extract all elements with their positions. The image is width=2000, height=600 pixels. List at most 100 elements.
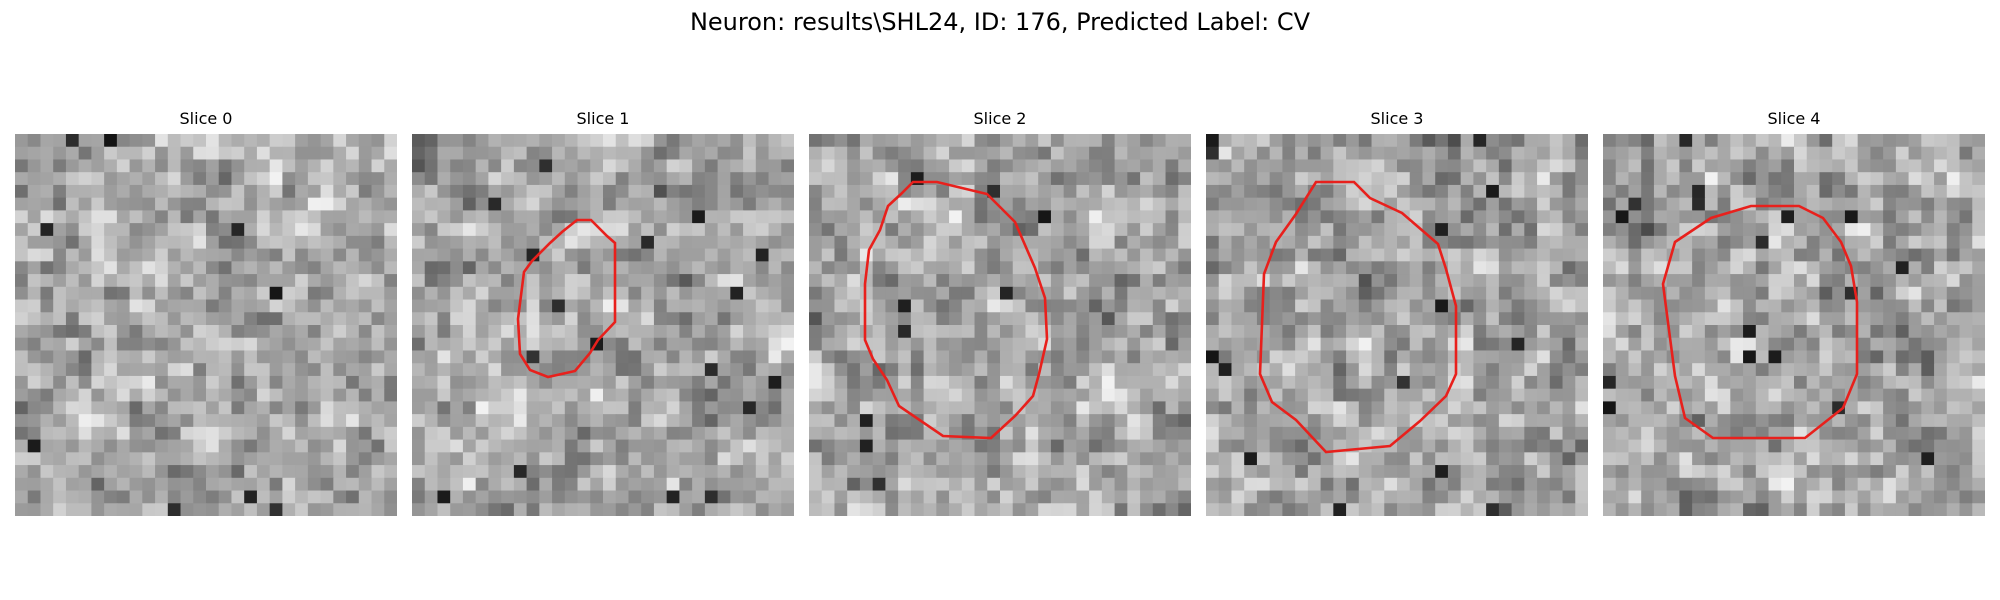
pixel-cell (307, 477, 322, 492)
pixel-cell (1409, 414, 1424, 428)
pixel-cell (1127, 223, 1141, 237)
pixel-cell (155, 388, 169, 402)
pixel-cell (872, 197, 886, 211)
pixel-cell (1397, 172, 1411, 186)
pixel-cell (206, 503, 220, 516)
pixel-cell (1460, 134, 1474, 148)
pixel-cell (1076, 159, 1090, 173)
pixel-cell (1704, 134, 1719, 148)
pixel-cell (307, 426, 322, 441)
pixel-cell (1206, 134, 1220, 148)
pixel-cell (1781, 375, 1795, 390)
pixel-cell (27, 223, 42, 237)
pixel-cell (1883, 210, 1897, 224)
pixel-cell (923, 490, 937, 504)
pixel-cell (641, 248, 655, 262)
pixel-cell (1946, 350, 1961, 364)
pixel-cell (1244, 452, 1258, 466)
pixel-cell (885, 235, 899, 250)
pixel-cell (1114, 363, 1128, 377)
pixel-cell (1486, 274, 1500, 288)
pixel-cell (781, 490, 794, 504)
pixel-cell (910, 210, 925, 224)
pixel-cell (40, 184, 54, 199)
pixel-cell (1000, 210, 1014, 224)
pixel-cell (104, 223, 118, 237)
pixel-cell (974, 439, 988, 453)
pixel-cell (1806, 325, 1821, 339)
pixel-cell (307, 375, 322, 390)
pixel-cell (1473, 439, 1487, 453)
pixel-cell (1562, 465, 1576, 479)
pixel-cell (1819, 503, 1833, 516)
pixel-cell (1857, 465, 1871, 479)
pixel-cell (40, 159, 54, 173)
pixel-cell (1511, 401, 1525, 415)
pixel-cell (15, 414, 29, 428)
pixel-cell (552, 248, 566, 262)
pixel-cell (1038, 490, 1052, 504)
pixel-cell (1946, 325, 1961, 339)
pixel-cell (1397, 388, 1411, 402)
pixel-cell (475, 426, 489, 441)
pixel-cell (809, 337, 823, 352)
pixel-cell (1460, 235, 1474, 250)
pixel-cell (590, 134, 604, 148)
pixel-cell (628, 439, 642, 453)
pixel-cell (834, 184, 848, 199)
pixel-cell (501, 388, 515, 402)
pixel-cell (1012, 350, 1027, 364)
pixel-cell (755, 286, 770, 301)
pixel-cell (193, 363, 207, 377)
pixel-cell (666, 490, 680, 504)
pixel-cell (65, 210, 80, 224)
pixel-cell (910, 286, 925, 301)
pixel-cell (1218, 261, 1233, 275)
pixel-cell (692, 401, 706, 415)
pixel-cell (974, 235, 988, 250)
pixel-cell (1358, 197, 1373, 211)
pixel-cell (704, 388, 719, 402)
pixel-cell (513, 363, 528, 377)
pixel-cell (488, 325, 502, 339)
pixel-cell (1114, 210, 1128, 224)
pixel-cell (1704, 350, 1719, 364)
pixel-cell (653, 490, 668, 504)
pixel-cell (371, 401, 385, 415)
pixel-cell (809, 439, 823, 453)
pixel-cell (1397, 261, 1411, 275)
pixel-cell (1575, 134, 1588, 148)
pixel-cell (1895, 274, 1910, 288)
pixel-cell (1549, 452, 1564, 466)
pixel-cell (1844, 452, 1859, 466)
pixel-cell (1397, 248, 1411, 262)
pixel-cell (552, 350, 566, 364)
pixel-cell (488, 184, 502, 199)
pixel-cell (65, 439, 80, 453)
pixel-cell (1152, 172, 1167, 186)
pixel-cell (1819, 350, 1833, 364)
pixel-cell (1603, 134, 1617, 148)
pixel-cell (1307, 452, 1322, 466)
pixel-cell (231, 465, 245, 479)
pixel-cell (269, 350, 283, 364)
pixel-cell (1895, 452, 1910, 466)
pixel-cell (1076, 452, 1090, 466)
pixel-cell (1089, 426, 1103, 441)
pixel-cell (910, 439, 925, 453)
pixel-cell (1562, 439, 1576, 453)
pixel-cell (193, 465, 207, 479)
pixel-cell (1256, 223, 1271, 237)
pixel-cell (1435, 172, 1449, 186)
pixel-cell (450, 503, 464, 516)
pixel-cell (78, 325, 92, 339)
pixel-cell (78, 388, 92, 402)
pixel-cell (384, 261, 397, 275)
pixel-cell (1794, 172, 1808, 186)
pixel-cell (679, 286, 693, 301)
pixel-cell (1959, 388, 1973, 402)
pixel-cell (717, 261, 731, 275)
pixel-cell (1562, 452, 1576, 466)
pixel-cell (666, 159, 680, 173)
pixel-cell (1358, 503, 1373, 516)
